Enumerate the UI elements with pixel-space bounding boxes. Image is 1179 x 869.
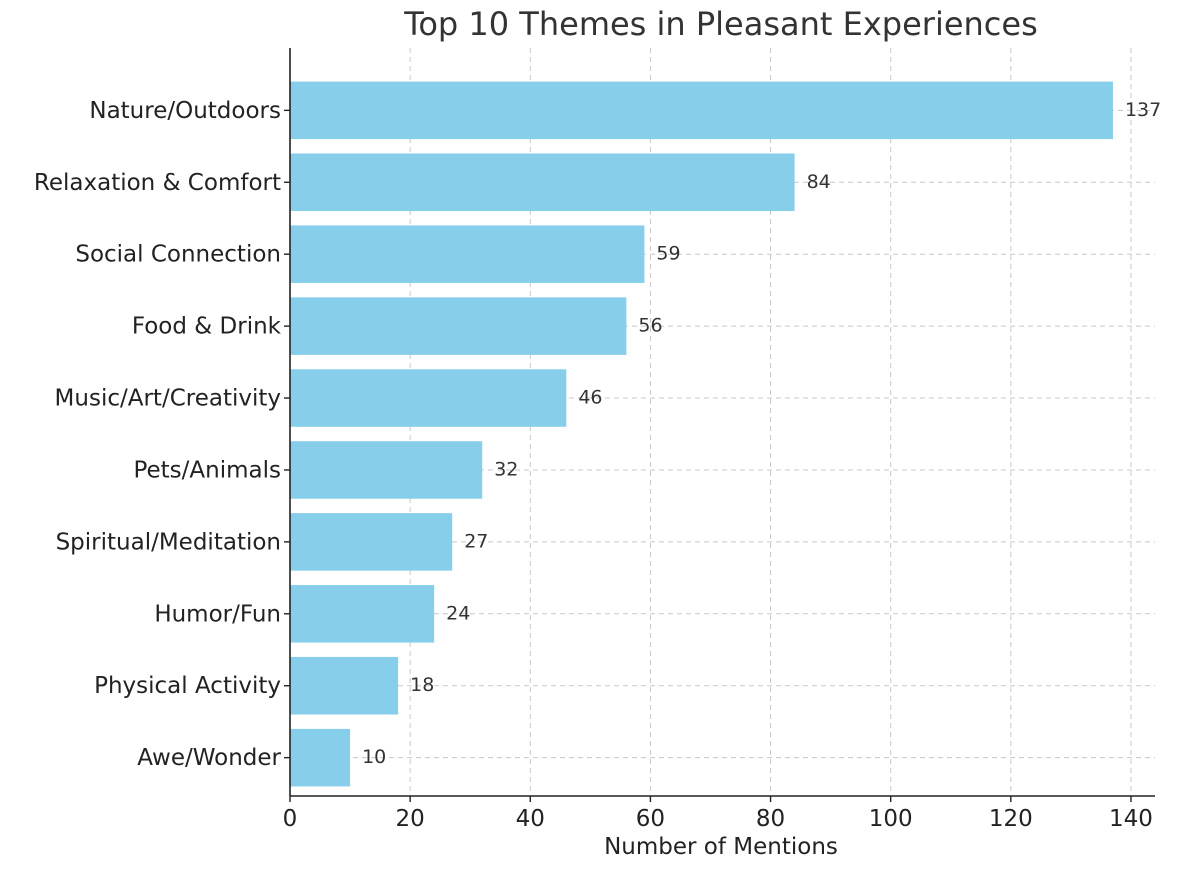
- category-label: Spiritual/Meditation: [56, 529, 281, 555]
- bar: [290, 153, 795, 212]
- category-label: Pets/Animals: [133, 457, 281, 483]
- category-label: Nature/Outdoors: [89, 98, 281, 124]
- category-label: Physical Activity: [94, 673, 281, 699]
- bar-value-label: 46: [578, 387, 602, 409]
- bar: [290, 513, 453, 571]
- bar: [290, 441, 483, 499]
- x-tick-label: 0: [283, 806, 298, 832]
- x-axis-title: Number of Mentions: [604, 834, 838, 860]
- x-tick-label: 140: [1109, 806, 1153, 832]
- category-label: Awe/Wonder: [137, 745, 281, 771]
- category-label: Relaxation & Comfort: [34, 170, 281, 196]
- x-tick-label: 100: [869, 806, 913, 832]
- category-label: Music/Art/Creativity: [55, 386, 281, 412]
- value-labels: 137 84 59 56 46 32 27 24 18 10: [362, 99, 1161, 768]
- bar-value-label: 27: [464, 530, 488, 552]
- category-labels: Nature/Outdoors Relaxation & Comfort Socia…: [34, 98, 282, 771]
- bar-value-label: 32: [494, 458, 518, 480]
- bar-value-label: 24: [446, 602, 470, 624]
- category-label: Food & Drink: [132, 314, 282, 340]
- x-tick-label: 120: [989, 806, 1033, 832]
- category-label: Social Connection: [75, 242, 281, 268]
- x-tick-label: 80: [756, 806, 785, 832]
- bar: [290, 369, 567, 427]
- bar-value-label: 56: [638, 315, 662, 337]
- bar: [290, 656, 399, 715]
- bar-value-label: 84: [807, 171, 831, 193]
- bar: [290, 297, 627, 355]
- bar-value-label: 18: [410, 674, 434, 696]
- bar-value-label: 10: [362, 746, 386, 768]
- bar: [290, 81, 1113, 140]
- bar-value-label: 137: [1125, 99, 1161, 121]
- bars: [290, 81, 1113, 787]
- x-tick-label: 40: [516, 806, 545, 832]
- bar-value-label: 59: [656, 243, 680, 265]
- x-tick-label: 20: [395, 806, 424, 832]
- x-axis-ticks: 0 20 40 60 80 100 120 140: [283, 796, 1153, 832]
- bar: [290, 728, 351, 787]
- chart-title: Top 10 Themes in Pleasant Experiences: [403, 5, 1038, 43]
- x-tick-label: 60: [636, 806, 665, 832]
- category-label: Humor/Fun: [154, 601, 281, 627]
- bar: [290, 585, 435, 643]
- bar: [290, 225, 645, 283]
